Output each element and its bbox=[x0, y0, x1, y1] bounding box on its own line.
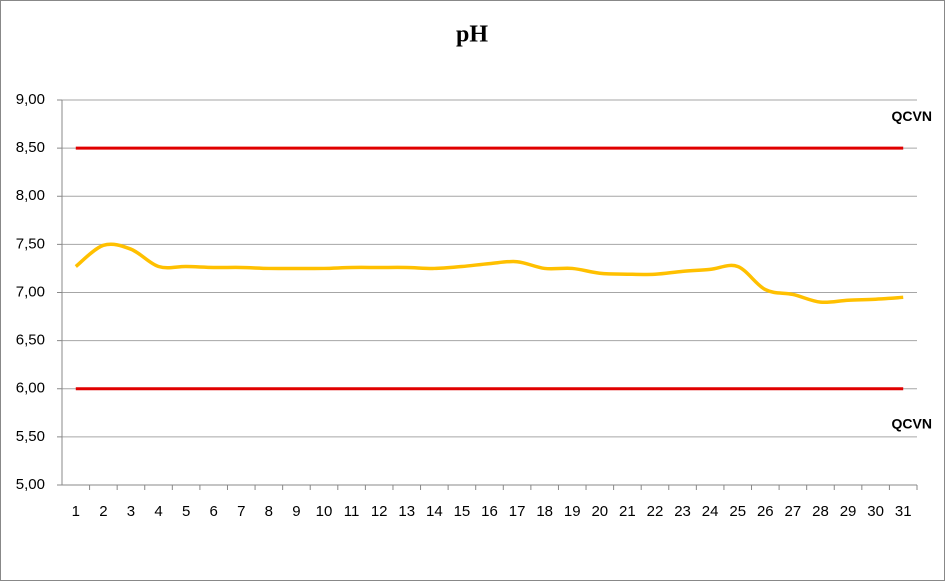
x-tick-label: 23 bbox=[674, 503, 691, 520]
y-tick-label: 5,50 bbox=[16, 428, 45, 445]
y-tick-label: 7,50 bbox=[16, 235, 45, 252]
data-line bbox=[74, 242, 904, 305]
x-tick-label: 21 bbox=[619, 503, 636, 520]
x-tick-label: 6 bbox=[210, 503, 218, 520]
x-tick-label: 4 bbox=[154, 503, 162, 520]
y-tick-label: 5,00 bbox=[16, 476, 45, 493]
x-tick-label: 8 bbox=[265, 503, 273, 520]
x-tick-label: 9 bbox=[292, 503, 300, 520]
x-tick-label: 3 bbox=[127, 503, 135, 520]
x-tick-label: 31 bbox=[895, 503, 912, 520]
x-tick-label: 29 bbox=[840, 503, 857, 520]
x-tick-label: 10 bbox=[316, 503, 333, 520]
y-tick-label: 6,50 bbox=[16, 332, 45, 349]
chart-title: pH bbox=[456, 22, 488, 48]
x-tick-label: 26 bbox=[757, 503, 774, 520]
x-tick-label: 18 bbox=[536, 503, 553, 520]
x-tick-label: 27 bbox=[785, 503, 802, 520]
y-tick-label: 8,00 bbox=[16, 187, 45, 204]
reference-label: QCVN bbox=[892, 415, 932, 431]
x-tick-label: 24 bbox=[702, 503, 719, 520]
y-tick-label: 8,50 bbox=[16, 139, 45, 156]
x-tick-label: 19 bbox=[564, 503, 581, 520]
reference-label: QCVN bbox=[892, 108, 932, 124]
x-tick-label: 14 bbox=[426, 503, 443, 520]
x-tick-label: 11 bbox=[344, 503, 360, 520]
x-tick-label: 17 bbox=[509, 503, 526, 520]
x-tick-label: 7 bbox=[237, 503, 245, 520]
x-tick-label: 13 bbox=[398, 503, 415, 520]
x-tick-label: 20 bbox=[591, 503, 608, 520]
x-tick-label: 15 bbox=[454, 503, 471, 520]
y-tick-label: 9,00 bbox=[16, 91, 45, 108]
x-tick-label: 12 bbox=[371, 503, 388, 520]
x-tick-label: 5 bbox=[182, 503, 190, 520]
x-tick-label: 28 bbox=[812, 503, 829, 520]
y-tick-label: 7,00 bbox=[16, 283, 45, 300]
x-tick-label: 16 bbox=[481, 503, 498, 520]
x-tick-label: 2 bbox=[99, 503, 107, 520]
y-tick-label: 6,00 bbox=[16, 380, 45, 397]
x-tick-label: 1 bbox=[72, 503, 80, 520]
x-tick-label: 22 bbox=[647, 503, 664, 520]
x-tick-label: 25 bbox=[729, 503, 746, 520]
x-tick-label: 30 bbox=[867, 503, 884, 520]
